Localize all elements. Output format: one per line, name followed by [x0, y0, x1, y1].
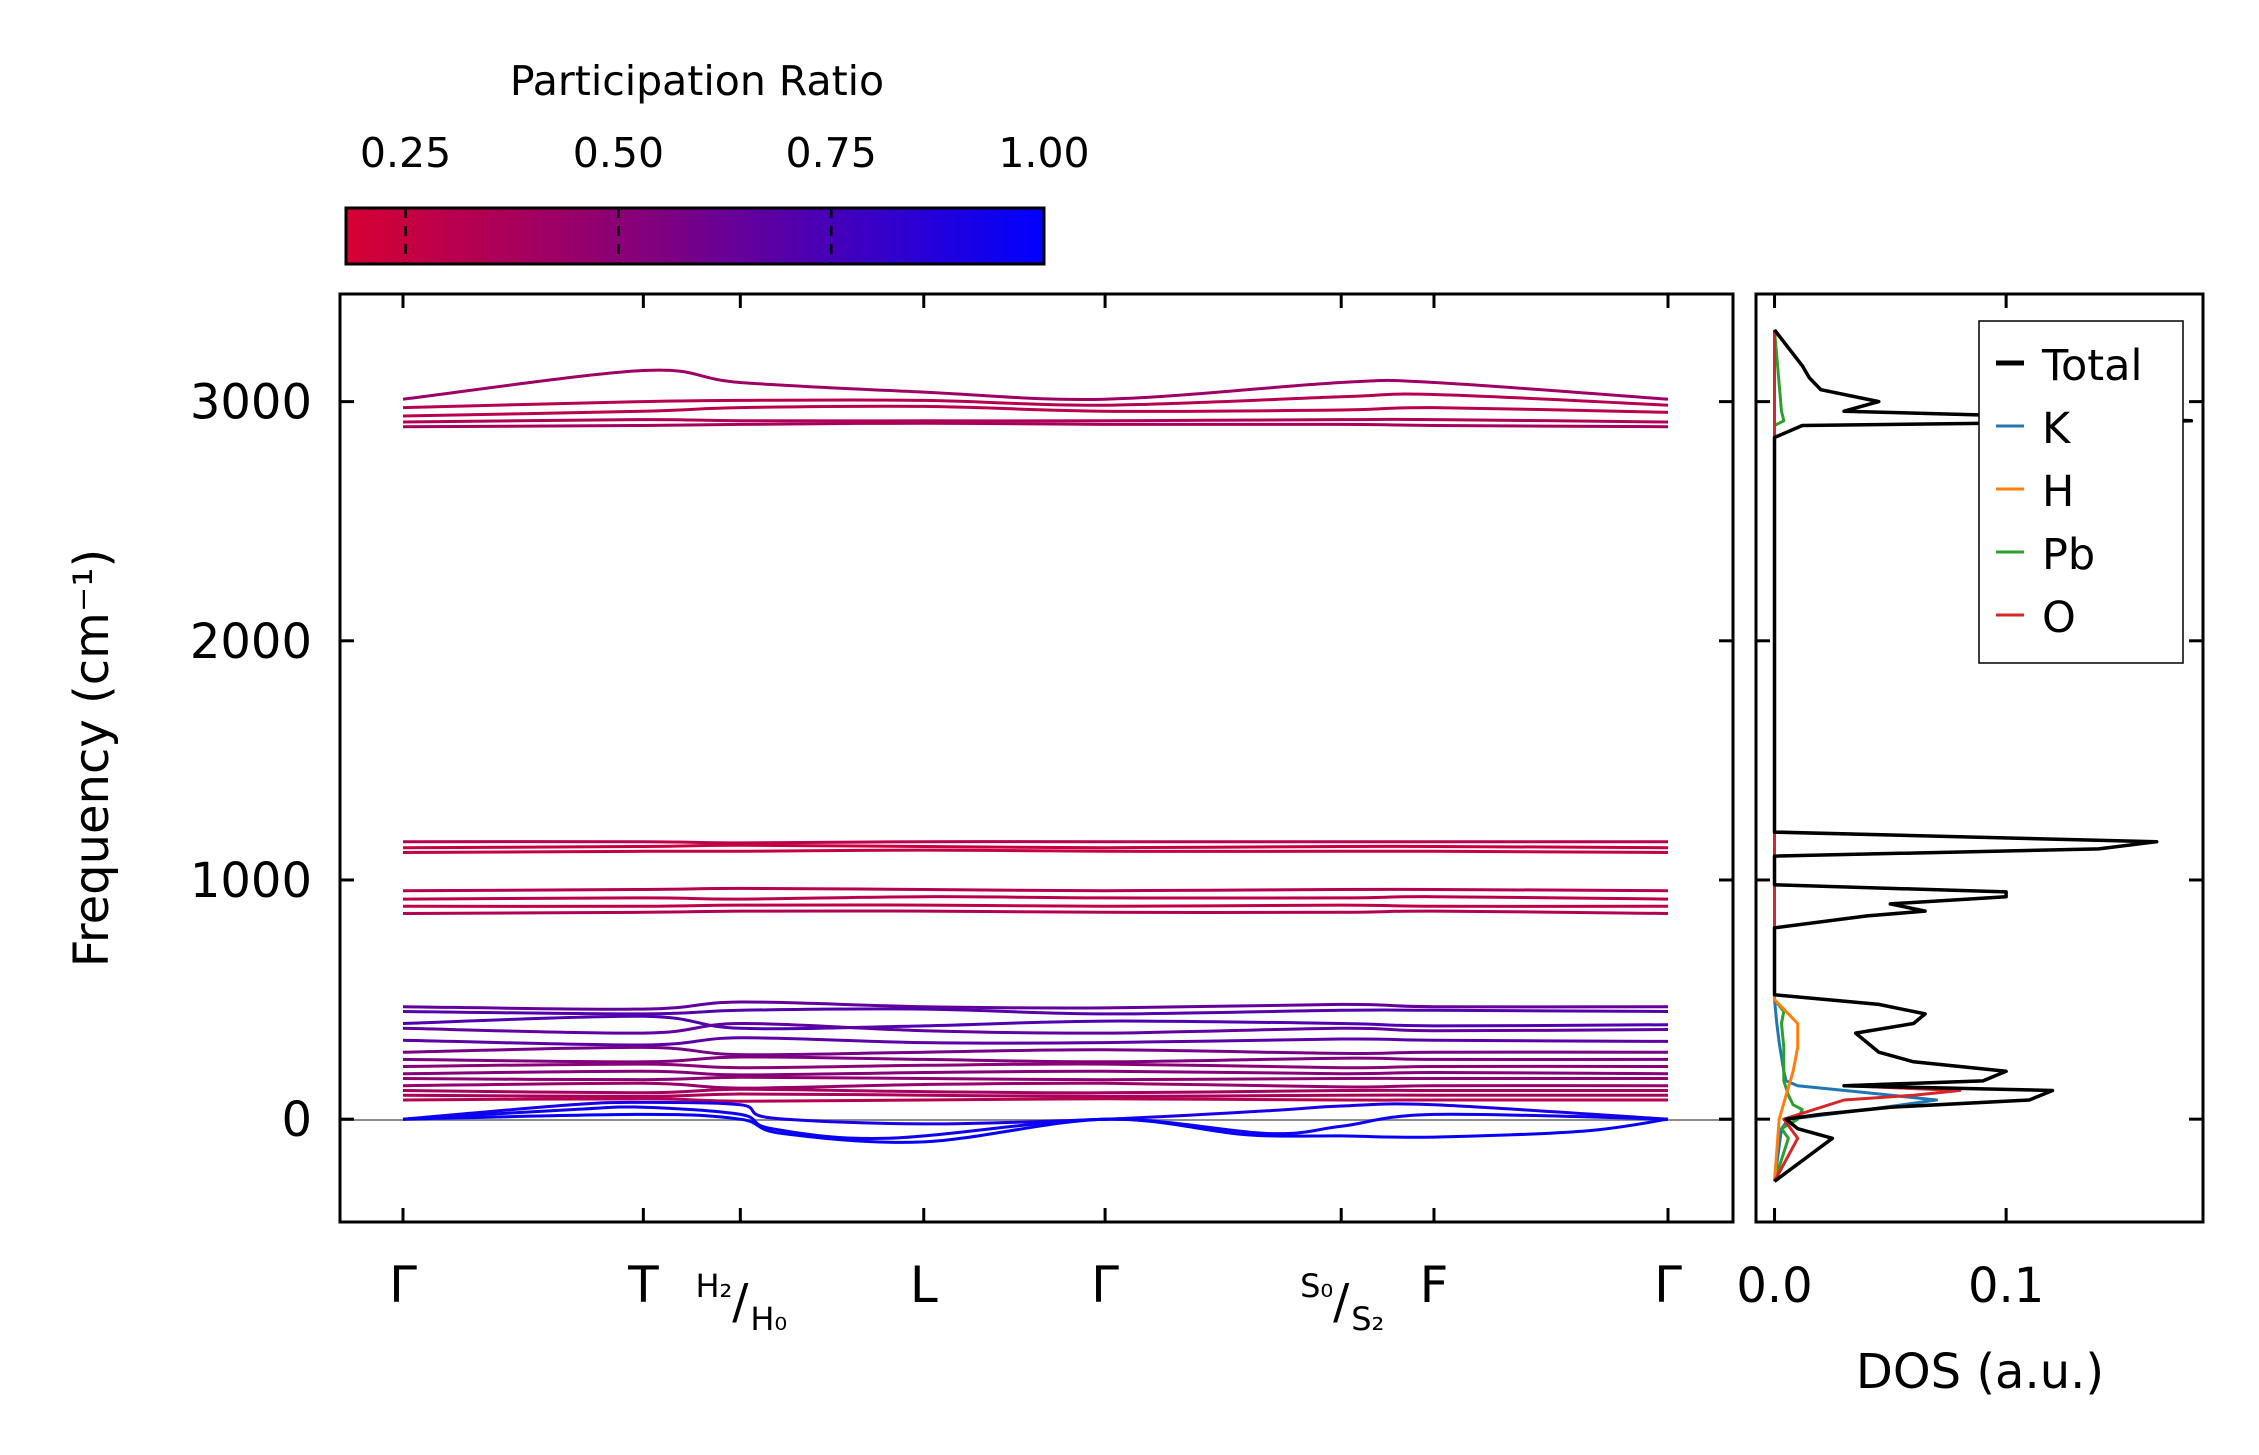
- legend-label: O: [2042, 593, 2076, 643]
- x-tick-label: S₂: [1351, 1300, 1384, 1338]
- colorbar-tick-label: 0.75: [786, 129, 877, 177]
- band-line: [402, 1097, 1668, 1103]
- legend-label: H: [2042, 467, 2074, 517]
- dos-line-pb: [1773, 329, 1804, 1182]
- x-tick-label: L: [910, 1256, 938, 1314]
- colorbar-gradient: [344, 206, 1046, 266]
- band-line: [402, 1112, 1669, 1144]
- legend-items: Total KH Pb O: [1996, 341, 2142, 643]
- x-tick-label-slash: /: [732, 1274, 749, 1330]
- band-line: [402, 909, 1669, 915]
- band-line: [402, 886, 1669, 893]
- x-tick-label: T: [627, 1256, 659, 1314]
- colorbar-tick-label: 0.25: [360, 129, 451, 177]
- band-line: [402, 1021, 1669, 1035]
- colorbar-tick-label: 0.50: [573, 129, 664, 177]
- x-tick-label: S₀: [1300, 1267, 1333, 1305]
- x-tick-label: Γ: [389, 1256, 417, 1314]
- band-line: [402, 1036, 1669, 1047]
- band-line: [402, 1055, 1669, 1064]
- legend-label: Total: [2041, 341, 2142, 391]
- x-tick-label: H₀: [750, 1300, 787, 1338]
- colorbar-tick-label: 1.00: [998, 129, 1089, 177]
- band-line: [402, 1075, 1668, 1082]
- band-line: [402, 1087, 1668, 1095]
- colorbar-label: Participation Ratio: [510, 57, 884, 105]
- x-tick-label-slash: /: [1333, 1274, 1350, 1330]
- band-line: [402, 895, 1669, 901]
- y-tick-label: 0: [281, 1092, 312, 1148]
- band-line: [402, 421, 1669, 429]
- x-tick-label: H₂: [695, 1267, 732, 1305]
- y-tick-label: 2000: [190, 614, 312, 670]
- y-tick-label: 3000: [190, 375, 312, 431]
- band-line: [402, 392, 1669, 410]
- band-line: [402, 1100, 1669, 1126]
- band-line: [402, 848, 1669, 854]
- band-lines: [402, 368, 1669, 1144]
- x-tick-label: Γ: [1654, 1256, 1682, 1314]
- legend: Total KH Pb O: [1978, 320, 2184, 664]
- x-tick-label: F: [1420, 1256, 1449, 1314]
- dos-axes-frame: [1754, 292, 2205, 1224]
- legend-box: [1978, 320, 2184, 664]
- dos-line-k: [1773, 329, 1939, 1182]
- band-line: [402, 1014, 1669, 1031]
- band-line: [402, 840, 1668, 845]
- colorbar-ticks: 0.25 0.50 0.75 1.00: [360, 129, 1090, 264]
- dos-axis-ticks: 0.0 0.1: [1736, 294, 2203, 1314]
- dos-panel: 0.0 0.1 DOS (a.u.) Total KH Pb O: [1736, 292, 2205, 1400]
- band-line: [402, 903, 1669, 908]
- band-line: [402, 843, 1669, 850]
- legend-label: Pb: [2042, 530, 2095, 580]
- colorbar: Participation Ratio 0.25 0.50 0.75 1.00: [344, 57, 1090, 266]
- band-line: [402, 1092, 1668, 1098]
- band-axes-frame: [338, 292, 1735, 1224]
- y-axis-label: Frequency (cm⁻¹): [64, 549, 120, 967]
- band-line: [402, 1081, 1669, 1090]
- band-line: [402, 1045, 1669, 1057]
- x-axis-label-dos: DOS (a.u.): [1856, 1344, 2104, 1400]
- band-line: [402, 1007, 1669, 1016]
- dos-x-tick-label: 0.0: [1736, 1258, 1812, 1314]
- band-line: [402, 1105, 1669, 1141]
- legend-label: K: [2042, 404, 2072, 454]
- x-tick-label: Γ: [1091, 1256, 1119, 1314]
- band-line: [402, 1069, 1669, 1077]
- band-line: [402, 1000, 1669, 1011]
- band-line: [402, 1062, 1669, 1070]
- band-line: [402, 368, 1669, 401]
- band-line: [402, 404, 1669, 418]
- dos-x-tick-label: 0.1: [1968, 1258, 2044, 1314]
- band-line: [402, 417, 1669, 424]
- y-tick-label: 1000: [190, 853, 312, 909]
